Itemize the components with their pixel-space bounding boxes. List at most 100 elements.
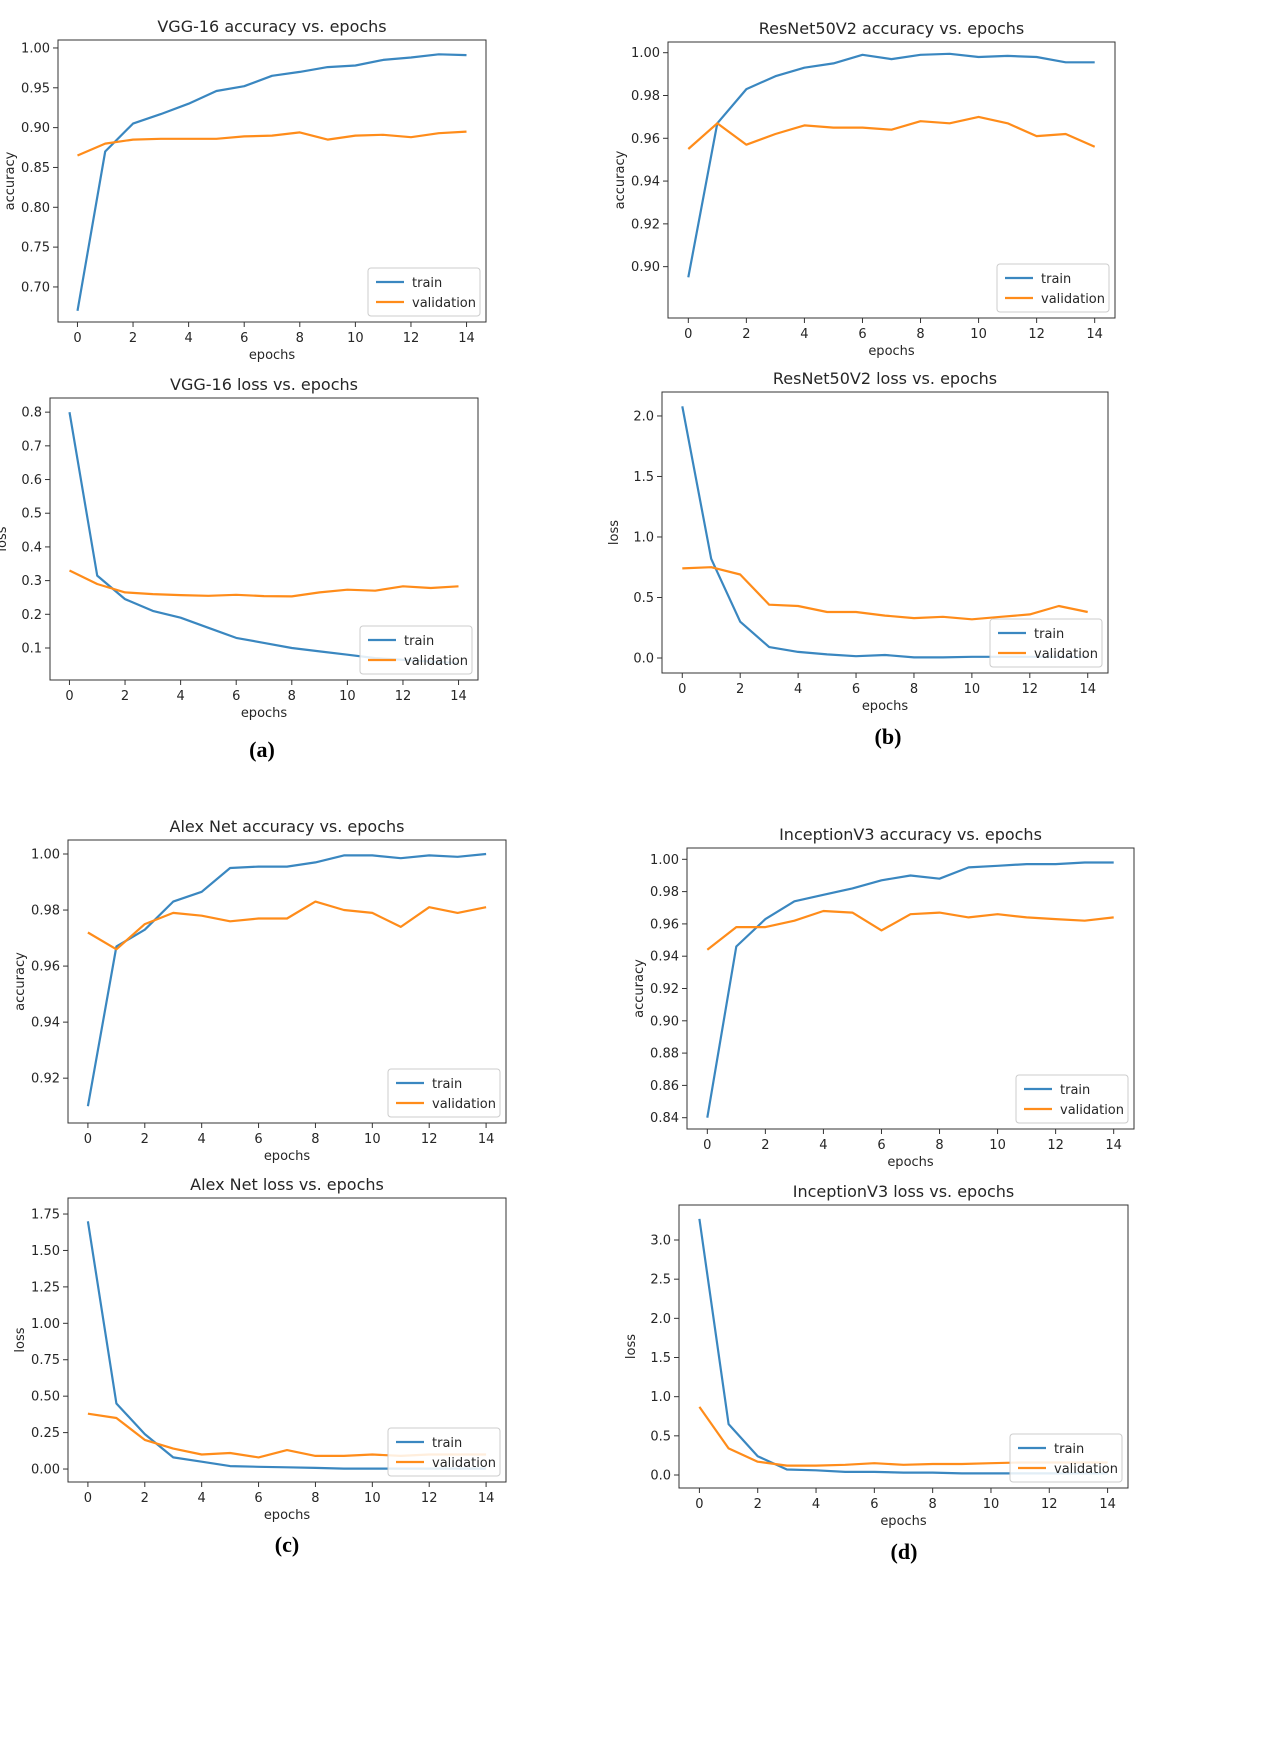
y-tick-label: 1.75 <box>31 1208 60 1223</box>
legend-label-validation: validation <box>1041 292 1105 307</box>
x-tick-label: 6 <box>232 689 240 704</box>
y-tick-label: 1.00 <box>31 1317 60 1332</box>
x-axis-label: epochs <box>264 1508 311 1523</box>
x-axis-label: epochs <box>887 1155 934 1170</box>
legend-label-validation: validation <box>412 296 476 311</box>
y-tick-label: 1.00 <box>21 41 50 56</box>
subplot: Alex Net accuracy vs. epochs 0 2 4 6 8 10 12 14 0… <box>13 817 507 1164</box>
y-tick-label: 0.75 <box>21 241 50 256</box>
y-tick-label: 0.00 <box>31 1463 60 1478</box>
x-tick-label: 2 <box>141 1491 149 1506</box>
x-tick-label: 6 <box>858 327 866 342</box>
legend-label-train: train <box>1034 627 1064 642</box>
x-tick-label: 2 <box>742 327 750 342</box>
series-line-validation <box>706 909 1114 951</box>
panel-label-c: (c) <box>275 1532 299 1557</box>
chart-title: ResNet50V2 accuracy vs. epochs <box>759 19 1025 38</box>
x-tick-label: 14 <box>478 1491 495 1506</box>
panel-label-a: (a) <box>249 737 275 762</box>
legend-label-train: train <box>1054 1442 1084 1457</box>
x-tick-label: 0 <box>703 1138 711 1153</box>
y-tick-label: 1.00 <box>650 853 679 868</box>
axes-frame <box>678 1204 1129 1489</box>
x-tick-label: 8 <box>311 1132 319 1147</box>
y-axis-label: loss <box>0 526 10 551</box>
x-tick-label: 14 <box>1099 1497 1116 1512</box>
legend-box <box>367 267 481 317</box>
y-tick-label: 0.5 <box>650 1429 671 1444</box>
series-line-train <box>86 852 487 1107</box>
y-tick-label: 0.1 <box>21 641 42 656</box>
subplot: VGG-16 accuracy vs. epochs 0 2 4 6 8 10 12 14 0.7… <box>3 17 487 363</box>
x-tick-label: 2 <box>754 1497 762 1512</box>
x-tick-label: 14 <box>1086 327 1103 342</box>
x-tick-label: 10 <box>970 327 987 342</box>
y-tick-label: 1.5 <box>633 470 654 485</box>
legend: train validation <box>387 1427 501 1477</box>
y-tick-label: 0.95 <box>21 81 50 96</box>
y-tick-label: 0.90 <box>631 260 660 275</box>
panel-label-b: (b) <box>875 724 902 749</box>
x-tick-label: 6 <box>870 1497 878 1512</box>
y-tick-label: 1.0 <box>633 530 654 545</box>
series-line-validation <box>77 130 467 157</box>
legend: train validation <box>989 618 1103 668</box>
y-tick-label: 0.96 <box>31 960 60 975</box>
y-tick-label: 1.50 <box>31 1244 60 1259</box>
legend: train validation <box>367 267 481 317</box>
y-tick-label: 1.5 <box>650 1351 671 1366</box>
legend: train validation <box>359 625 473 675</box>
y-tick-label: 0.92 <box>31 1072 60 1087</box>
legend-label-train: train <box>1060 1083 1090 1098</box>
y-tick-label: 0.2 <box>21 608 42 623</box>
y-tick-label: 1.00 <box>31 848 60 863</box>
x-axis-label: epochs <box>880 1514 927 1529</box>
y-tick-label: 0.92 <box>631 217 660 232</box>
axes-frame <box>67 1197 507 1483</box>
legend-label-validation: validation <box>1034 647 1098 662</box>
y-tick-label: 0.85 <box>21 161 50 176</box>
y-tick-label: 0.96 <box>650 917 679 932</box>
x-tick-label: 6 <box>240 331 248 346</box>
legend-box <box>1015 1074 1129 1124</box>
legend-label-validation: validation <box>404 654 468 669</box>
y-tick-label: 0.98 <box>31 904 60 919</box>
y-tick-label: 1.00 <box>631 46 660 61</box>
legend-label-train: train <box>432 1077 462 1092</box>
y-axis-label: loss <box>624 1334 639 1359</box>
y-tick-label: 0.86 <box>650 1079 679 1094</box>
x-tick-label: 14 <box>1079 682 1096 697</box>
y-tick-label: 0.94 <box>650 950 679 965</box>
x-tick-label: 0 <box>84 1132 92 1147</box>
y-axis-label: accuracy <box>3 151 18 210</box>
x-tick-label: 10 <box>364 1491 381 1506</box>
legend-label-validation: validation <box>432 1097 496 1112</box>
legend-box <box>1009 1433 1123 1483</box>
panel-label-d: (d) <box>891 1539 918 1564</box>
x-tick-label: 4 <box>184 331 192 346</box>
series-line-validation <box>69 569 459 598</box>
x-tick-label: 12 <box>1022 682 1039 697</box>
legend-label-train: train <box>412 276 442 291</box>
legend-label-validation: validation <box>432 1456 496 1471</box>
legend-label-train: train <box>1041 272 1071 287</box>
x-tick-label: 8 <box>929 1497 937 1512</box>
axes-frame <box>57 39 487 323</box>
axes-frame <box>667 41 1116 319</box>
subplot: VGG-16 loss vs. epochs 0 2 4 6 8 10 12 14 0.1 0.2 0… <box>0 375 479 721</box>
x-tick-label: 0 <box>684 327 692 342</box>
legend-box <box>996 263 1110 313</box>
y-axis-label: loss <box>13 1327 28 1352</box>
y-tick-label: 0.84 <box>650 1111 679 1126</box>
axes-frame <box>661 391 1109 674</box>
y-tick-label: 0.94 <box>631 175 660 190</box>
y-tick-label: 0.6 <box>21 473 42 488</box>
series-line-validation <box>682 566 1088 621</box>
x-tick-label: 6 <box>254 1132 262 1147</box>
x-tick-label: 12 <box>403 331 420 346</box>
chart-title: Alex Net accuracy vs. epochs <box>170 817 405 836</box>
legend-label-validation: validation <box>1054 1462 1118 1477</box>
x-tick-label: 2 <box>141 1132 149 1147</box>
legend-label-train: train <box>432 1436 462 1451</box>
x-axis-label: epochs <box>249 348 296 363</box>
